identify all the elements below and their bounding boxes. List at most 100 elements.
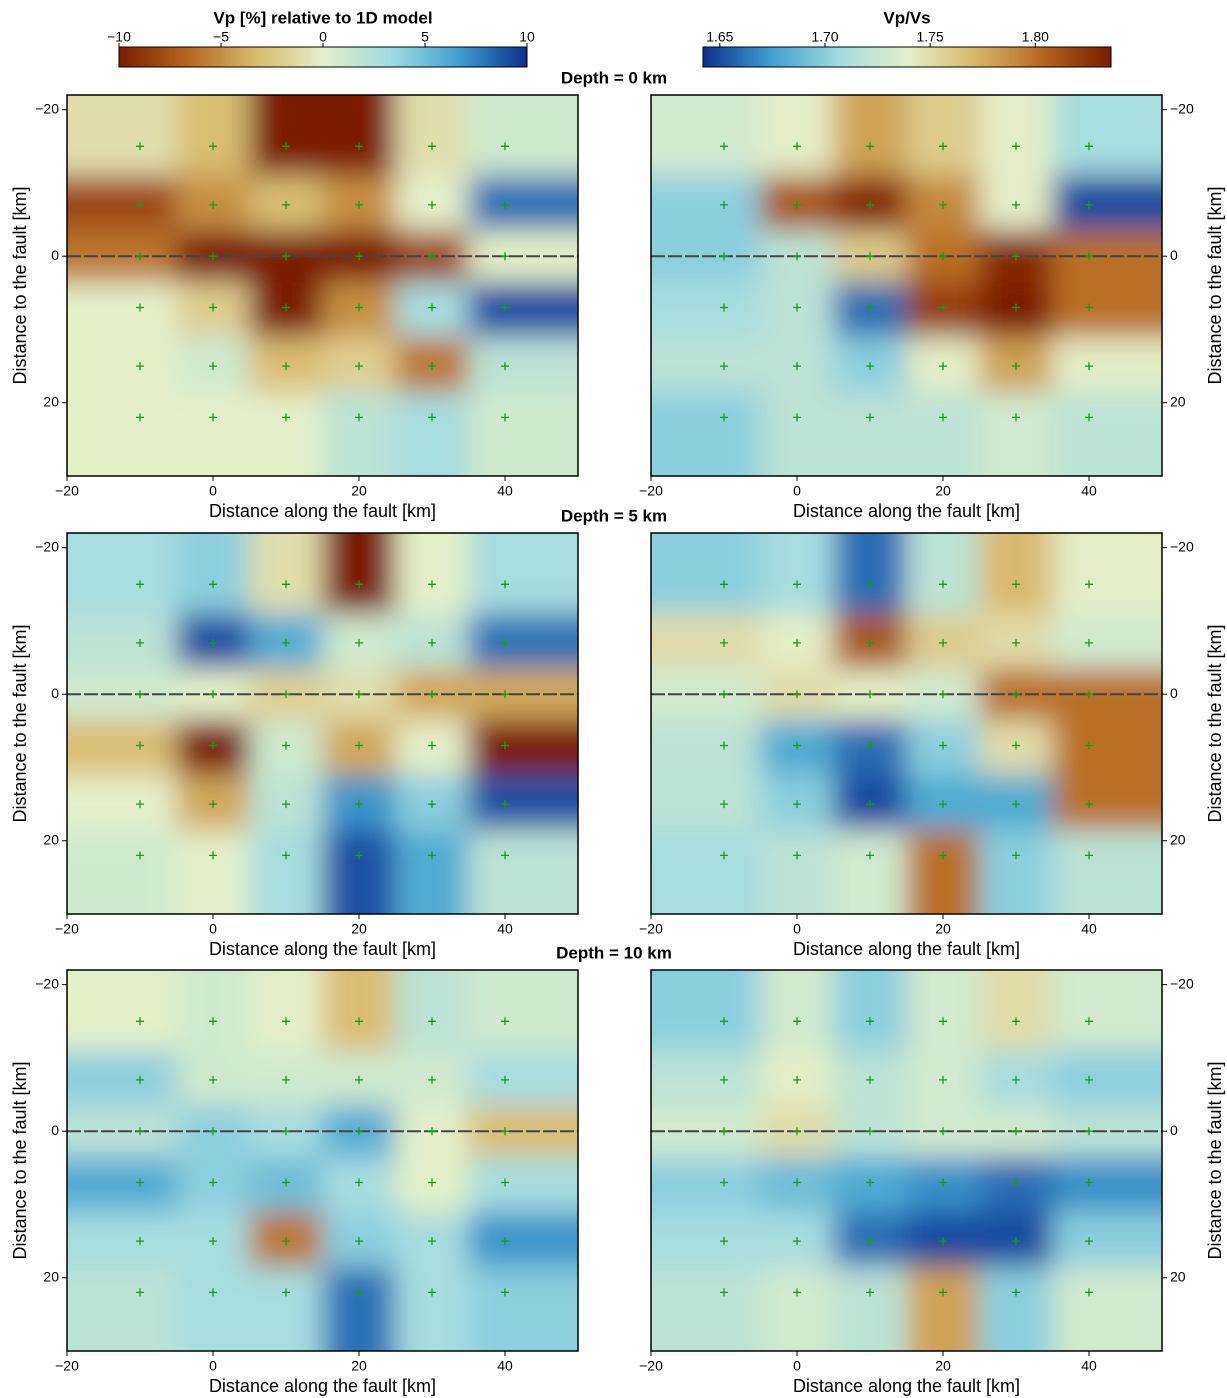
grid-node [720, 1288, 728, 1297]
grid-node [1012, 1178, 1020, 1187]
grid-node [793, 362, 801, 371]
cell [651, 95, 762, 177]
y-tick-label: 0 [1170, 685, 1178, 701]
grid-node [282, 142, 290, 151]
cell [67, 1211, 178, 1268]
grid-node [866, 690, 874, 699]
grid-node [355, 303, 363, 312]
grid-node [720, 851, 728, 860]
grid-node [136, 800, 144, 809]
field-cells [67, 970, 578, 1351]
cell [468, 533, 578, 615]
grid-node [1085, 413, 1093, 422]
grid-node [1085, 1017, 1093, 1026]
colorbar-tick-label: 0 [319, 29, 327, 45]
cell [906, 391, 981, 476]
grid-node [793, 800, 801, 809]
grid-node [1085, 303, 1093, 312]
field-cells [651, 533, 1162, 914]
grid-node [501, 1237, 509, 1246]
grid-node [428, 741, 436, 750]
cell [249, 391, 324, 476]
grid-node [282, 1237, 290, 1246]
grid-node [355, 1075, 363, 1084]
cell [651, 1266, 762, 1351]
grid-node [866, 1237, 874, 1246]
grid-node [209, 200, 217, 209]
cell [67, 175, 178, 232]
frame [650, 94, 1163, 477]
x-tick-label: 20 [351, 483, 367, 499]
x-tick-label: 40 [1081, 483, 1097, 499]
grid-node [939, 1237, 947, 1246]
cell [67, 719, 178, 776]
grid-node [793, 1237, 801, 1246]
cell [760, 391, 835, 476]
x-tick-label: 40 [1081, 921, 1097, 937]
colorbar-tick-label: 1.75 [917, 29, 944, 45]
grid-node [793, 1127, 801, 1136]
grid-node [355, 741, 363, 750]
y-tick-label: −20 [1170, 538, 1194, 554]
grid-node [209, 303, 217, 312]
cell [249, 1266, 324, 1351]
grid-node [939, 362, 947, 371]
cell [1052, 970, 1162, 1052]
grid-node [866, 252, 874, 261]
cell [651, 1050, 762, 1107]
depth-title: Depth = 5 km [561, 506, 667, 525]
grid-node [355, 1017, 363, 1026]
cell [651, 336, 762, 393]
cell [468, 391, 578, 476]
cell [67, 95, 178, 177]
x-tick-label: 20 [351, 1358, 367, 1374]
cell [833, 95, 908, 177]
grid-node [1085, 580, 1093, 589]
y-tick-label: 0 [51, 1122, 59, 1138]
cell [67, 1266, 178, 1351]
grid-node [282, 1178, 290, 1187]
grid-node [428, 413, 436, 422]
grid-node [501, 851, 509, 860]
y-axis-label: Distance to the fault [km] [1205, 624, 1225, 822]
cell [833, 1266, 908, 1351]
field [651, 970, 1162, 1351]
grid-node [939, 638, 947, 647]
grid-node [282, 741, 290, 750]
grid-node [428, 200, 436, 209]
grid-node [428, 1288, 436, 1297]
y-axis-label: Distance to the fault [km] [1205, 186, 1225, 384]
grid-node [793, 413, 801, 422]
grid-node [501, 580, 509, 589]
grid-node [1085, 200, 1093, 209]
grid-node [793, 200, 801, 209]
grid-node [939, 1178, 947, 1187]
cell [1052, 613, 1162, 670]
grid-node [209, 638, 217, 647]
cell [979, 533, 1054, 615]
cell [468, 1211, 578, 1268]
cell [67, 1050, 178, 1107]
cell [979, 970, 1054, 1052]
cell [322, 533, 397, 615]
colorbar-tick-label: 10 [519, 29, 535, 45]
grid-node [1012, 851, 1020, 860]
x-tick-label: −20 [639, 1358, 663, 1374]
grid-node [209, 142, 217, 151]
grid-node [939, 800, 947, 809]
colorbar-tick-label: 1.70 [811, 29, 838, 45]
grid-node [1085, 1288, 1093, 1297]
cell [468, 1050, 578, 1107]
grid-node [1012, 142, 1020, 151]
y-tick-label: −20 [35, 538, 59, 554]
grid-node [282, 1288, 290, 1297]
grid-node [866, 1075, 874, 1084]
y-tick-label: 0 [1170, 247, 1178, 263]
grid-node [282, 200, 290, 209]
grid-node [1012, 690, 1020, 699]
cell [906, 1266, 981, 1351]
grid-node [282, 413, 290, 422]
frame [66, 969, 579, 1352]
frame [650, 532, 1163, 915]
grid-node [1012, 413, 1020, 422]
